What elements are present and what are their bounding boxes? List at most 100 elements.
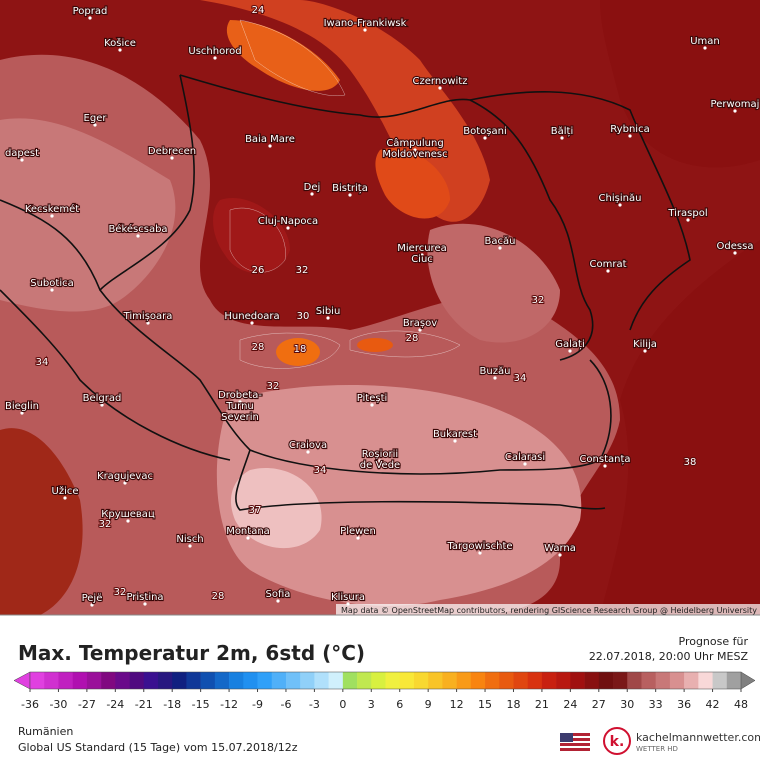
city-dot: [238, 400, 242, 404]
city-dot: [188, 544, 192, 548]
colorbar-tick-label: 15: [478, 698, 492, 711]
colorbar-tick-label: -30: [49, 698, 67, 711]
city-label: Uman: [690, 36, 720, 47]
city-label: Targowischte: [446, 541, 512, 552]
city-dot: [733, 109, 737, 113]
city-label: Tiraspol: [667, 208, 707, 219]
city-dot: [618, 203, 622, 207]
warm-region: [427, 223, 560, 343]
city-label: Constanța: [579, 454, 630, 465]
city-dot: [418, 328, 422, 332]
contour-label: 32: [99, 519, 112, 530]
borders: [0, 74, 691, 511]
city-dot: [146, 321, 150, 325]
city-dot: [310, 192, 314, 196]
city-dot: [213, 56, 217, 60]
city-dot: [246, 536, 250, 540]
city-dot: [420, 253, 424, 257]
city-label: Comrat: [589, 259, 626, 270]
city-label: Chișinău: [599, 193, 642, 204]
colorbar-tick-label: 18: [506, 698, 520, 711]
contour-label: 37: [249, 505, 262, 516]
city-dot: [686, 218, 690, 222]
colorbar-tick-label: 6: [396, 698, 403, 711]
colorbar-tick-label: 12: [450, 698, 464, 711]
city-dot: [326, 316, 330, 320]
colorbar-swatch: [570, 672, 585, 689]
city-label: Cluj-Napoca: [258, 216, 318, 227]
region-name: Rumänien: [18, 725, 73, 738]
city-label: Subotica: [30, 278, 73, 289]
city-dot: [483, 136, 487, 140]
city-dot: [123, 481, 127, 485]
colorbar-swatch: [214, 672, 230, 689]
colorbar-tick-label: -6: [280, 698, 291, 711]
colorbar-swatch: [58, 672, 73, 689]
city-label: Košice: [104, 37, 136, 49]
colorbar-swatch: [470, 672, 486, 689]
contour-label: 28: [406, 333, 419, 344]
colorbar-swatch: [357, 672, 372, 689]
city-label: Belgrad: [83, 393, 122, 404]
colorbar-tick-label: 21: [535, 698, 549, 711]
city-label: Brașov: [403, 318, 437, 329]
city-label: Turnu: [225, 401, 254, 412]
city-dot: [370, 403, 374, 407]
colorbar-swatch: [371, 672, 386, 689]
city-label: Nisch: [176, 534, 203, 545]
city-label: Крушевац: [101, 509, 155, 520]
city-dot: [100, 403, 104, 407]
colorbar-swatch: [698, 672, 713, 689]
city-label: Iwano-Frankiwsk: [324, 18, 407, 29]
us-flag: [560, 733, 590, 751]
city-label: Buzău: [480, 366, 511, 377]
city-label: Câmpulung: [386, 137, 443, 149]
city-dot: [606, 269, 610, 273]
city-dot: [250, 321, 254, 325]
colorbar-tick-label: 9: [425, 698, 432, 711]
colorbar-tick-label: 36: [677, 698, 691, 711]
city-dot: [50, 288, 54, 292]
city-dot: [628, 134, 632, 138]
colorbar-swatch: [513, 672, 528, 689]
colorbar-swatch: [172, 672, 187, 689]
city-dot: [493, 376, 497, 380]
city-label: Sibiu: [316, 306, 341, 317]
contours: [229, 19, 461, 369]
hottest-region: [230, 468, 322, 549]
colorbar-swatch: [285, 672, 301, 689]
city-label: Czernowitz: [413, 76, 468, 87]
colorbar-swatch: [143, 672, 159, 689]
east-region: [600, 0, 760, 615]
brand[interactable]: kachelmannwetter.com: [636, 731, 760, 744]
city-label: de Vede: [360, 460, 400, 471]
city-label: Botoșani: [463, 126, 506, 137]
colorbar-swatch: [257, 672, 273, 689]
contour-label: 34: [36, 357, 49, 368]
colorbar-tick-label: 24: [563, 698, 577, 711]
contour-label: 32: [296, 265, 309, 276]
city-dot: [143, 602, 147, 606]
city-label: Bieglin: [5, 401, 39, 412]
colorbar-swatch: [86, 672, 102, 689]
city-label: Bukarest: [433, 429, 477, 440]
colorbar-swatch: [584, 672, 600, 689]
city-label: Eger: [84, 113, 108, 124]
city-dot: [643, 349, 647, 353]
cooler-region: [375, 148, 450, 219]
city-label: Bistrița: [332, 183, 368, 194]
city-label: Pristina: [126, 592, 163, 603]
city-label: Bacău: [485, 236, 516, 247]
city-label: Hunedoara: [224, 311, 279, 322]
city-dot: [603, 464, 607, 468]
city-label: Ciuc: [411, 254, 433, 265]
colorbar-swatch: [101, 672, 116, 689]
colorbar-swatch: [129, 672, 145, 689]
colorbar-swatch: [598, 672, 614, 689]
city-label: Klisura: [331, 592, 365, 603]
colorbar-swatch: [669, 672, 685, 689]
city-label: Timișoara: [123, 311, 173, 322]
contour-label: 26: [252, 265, 265, 276]
colorbar-swatch: [115, 672, 130, 689]
contour-label: 32: [532, 295, 545, 306]
